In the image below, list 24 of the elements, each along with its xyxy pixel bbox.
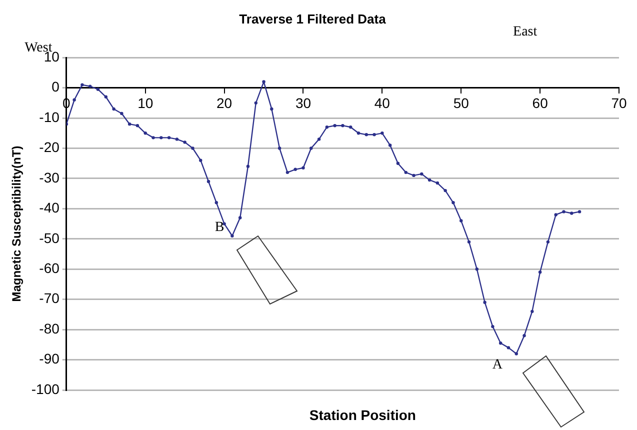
y-tick-label: -70 [39,290,60,306]
text: East [513,24,538,40]
x-tick-label: 10 [138,95,154,112]
y-tick-label: -20 [39,139,60,156]
y-tick-label: -90 [39,350,60,367]
y-tick-label: -50 [39,230,60,246]
annotation: B [214,220,224,235]
y-tick-label: -60 [39,260,60,276]
y-tick-label: -100 [31,380,60,397]
y-tick-label: 0 [52,78,60,95]
x-tick-label: 40 [374,95,390,112]
annotation: A [492,358,504,373]
chart-title: Traverse 1 Filtered Data [239,11,387,26]
y-axis-title: Magnetic Susceptibility(nT) [10,146,24,302]
x-tick-label: 60 [532,95,548,112]
y-tick-label: -30 [39,169,60,186]
y-tick-label: -80 [39,320,60,336]
y-tick-label: -10 [39,108,60,125]
x-tick-label: 70 [611,95,627,112]
x-tick-label: 30 [295,95,312,112]
x-tick-label: 50 [453,95,470,112]
x-tick-label: 20 [216,95,232,112]
y-tick-label: -40 [39,200,60,216]
x-axis-title: Station Position [309,406,416,423]
